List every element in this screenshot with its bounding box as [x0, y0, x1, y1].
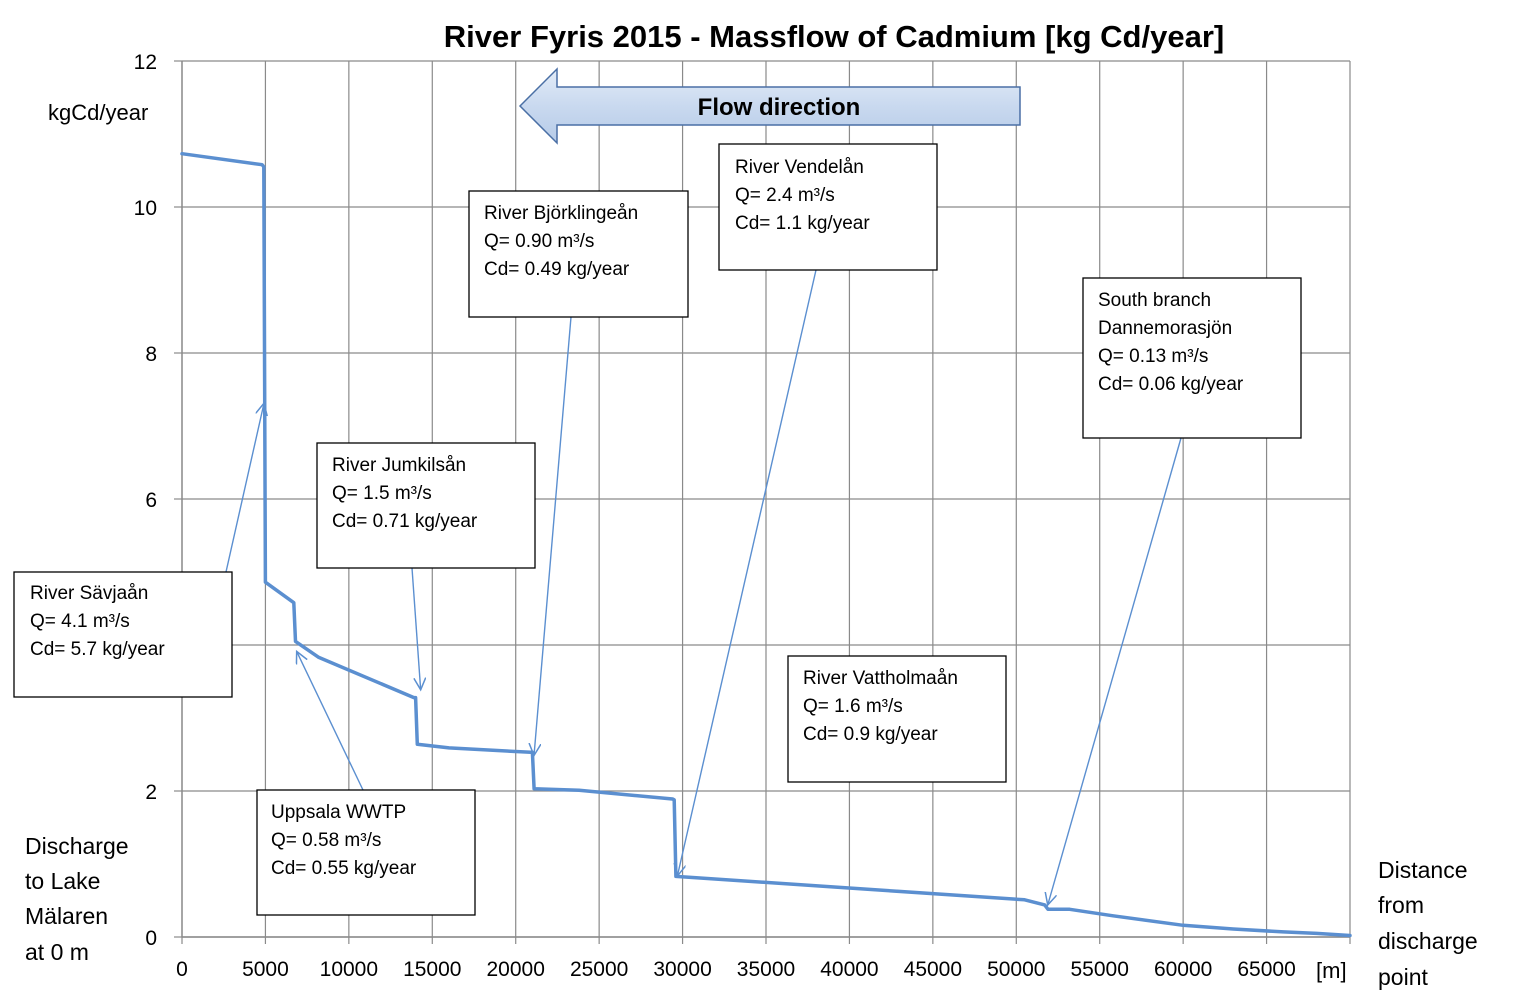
annotation-uppsala-wwtp: Uppsala WWTP Q= 0.58 m³/s Cd= 0.55 kg/ye… [256, 789, 476, 916]
annotation-flow: Q= 2.4 m³/s [735, 185, 835, 206]
annotation-box [1082, 277, 1302, 439]
annotation-flow: Q= 1.5 m³/s [332, 483, 432, 504]
discharge-note-line: at 0 m [25, 939, 89, 965]
annotation-title: River Sävjaån [30, 583, 148, 604]
annotation-leader-arrow [1048, 437, 1182, 904]
y-tick-label: 8 [145, 343, 157, 366]
annotation-bjorklingean: River Björklingeån Q= 0.90 m³/s Cd= 0.49… [468, 190, 689, 318]
annotation-jumkilsan: River Jumkilsån Q= 1.5 m³/s Cd= 0.71 kg/… [316, 442, 536, 569]
y-tick-labels: 0 2 6 8 10 12 [134, 51, 157, 950]
x-tick-label: 30000 [653, 958, 711, 981]
annotation-cadmium: Cd= 0.49 kg/year [484, 259, 630, 280]
y-tick-label: 2 [145, 781, 157, 804]
annotation-vattholmaan: River Vattholmaån Q= 1.6 m³/s Cd= 0.9 kg… [787, 655, 1007, 783]
x-axis-unit: [m] [1316, 958, 1347, 983]
annotation-leader-arrow [534, 316, 572, 755]
flow-direction-arrow: Flow direction [518, 67, 1021, 145]
y-tick-label: 12 [134, 51, 157, 74]
annotation-title: River Vattholmaån [803, 668, 958, 689]
annotation-flow: Q= 0.90 m³/s [484, 231, 594, 252]
x-tick-label: 40000 [820, 958, 878, 981]
x-tick-label: 25000 [570, 958, 628, 981]
annotation-box [718, 143, 938, 271]
x-tick-label: 65000 [1237, 958, 1295, 981]
discharge-note-line: Mälaren [25, 903, 108, 929]
annotation-flow: Q= 0.58 m³/s [271, 830, 381, 851]
annotation-dannemorasjon: South branch Dannemorasjön Q= 0.13 m³/s … [1082, 277, 1302, 439]
y-tick-label: 10 [134, 197, 157, 220]
annotation-flow: Q= 1.6 m³/s [803, 696, 903, 717]
annotation-title: River Björklingeån [484, 203, 638, 224]
annotation-leader-arrow [411, 567, 421, 689]
x-tick-label: 15000 [403, 958, 461, 981]
y-axis-label: kgCd/year [48, 100, 148, 125]
flow-direction-arrow-shape [518, 67, 1021, 145]
x-tick-labels: 0 5000 10000 15000 20000 25000 30000 35000 40000… [176, 958, 1296, 981]
annotation-title: River Jumkilsån [332, 455, 466, 476]
discharge-note: Discharge to Lake Mälaren at 0 m [25, 833, 129, 965]
annotation-cadmium: Cd= 1.1 kg/year [735, 213, 870, 234]
x-tick-label: 5000 [242, 958, 289, 981]
annotation-cadmium: Cd= 0.71 kg/year [332, 511, 478, 532]
annotation-box [468, 190, 689, 318]
chart-title: River Fyris 2015 - Massflow of Cadmium [… [444, 19, 1224, 54]
annotation-box [787, 655, 1007, 783]
annotation-flow: Q= 0.13 m³/s [1098, 346, 1208, 367]
discharge-note-line: to Lake [25, 868, 100, 894]
x-tick-label: 35000 [737, 958, 795, 981]
annotation-title: Uppsala WWTP [271, 802, 406, 823]
x-tick-label: 45000 [904, 958, 962, 981]
x-tick-label: 20000 [487, 958, 545, 981]
annotation-title: South branch [1098, 290, 1211, 311]
annotation-flow: Q= 4.1 m³/s [30, 611, 130, 632]
annotation-leader-arrow [297, 652, 364, 791]
annotation-cadmium: Cd= 0.55 kg/year [271, 858, 417, 879]
annotation-title: Dannemorasjön [1098, 318, 1232, 339]
annotation-leader-arrow [678, 269, 817, 875]
x-tick-label: 50000 [987, 958, 1045, 981]
annotation-title: River Vendelån [735, 157, 864, 178]
series-line [180, 151, 1352, 938]
annotation-vendelan: River Vendelån Q= 2.4 m³/s Cd= 1.1 kg/ye… [718, 143, 938, 271]
distance-note-line: discharge [1378, 928, 1478, 954]
x-tick-label: 0 [176, 958, 188, 981]
distance-note-line: point [1378, 964, 1428, 990]
flow-direction-label: Flow direction [698, 94, 861, 121]
annotation-box [316, 442, 536, 569]
x-tick-label: 10000 [320, 958, 378, 981]
annotation-cadmium: Cd= 5.7 kg/year [30, 639, 165, 660]
annotation-box [13, 571, 233, 698]
distance-note-line: Distance [1378, 857, 1467, 883]
x-tick-label: 55000 [1071, 958, 1129, 981]
annotation-leaders [225, 269, 1182, 904]
series-layer [180, 151, 1352, 938]
annotation-cadmium: Cd= 0.06 kg/year [1098, 374, 1244, 395]
discharge-note-line: Discharge [25, 833, 129, 859]
x-tick-label: 60000 [1154, 958, 1212, 981]
y-tick-label: 0 [145, 927, 157, 950]
annotation-savjaan: River Sävjaån Q= 4.1 m³/s Cd= 5.7 kg/yea… [13, 571, 233, 698]
y-tick-label: 6 [145, 489, 157, 512]
annotation-cadmium: Cd= 0.9 kg/year [803, 724, 938, 745]
distance-note-line: from [1378, 892, 1424, 918]
annotation-leader-arrow [225, 404, 264, 573]
distance-note: Distance from discharge point [1378, 857, 1478, 990]
annotation-box [256, 789, 476, 916]
